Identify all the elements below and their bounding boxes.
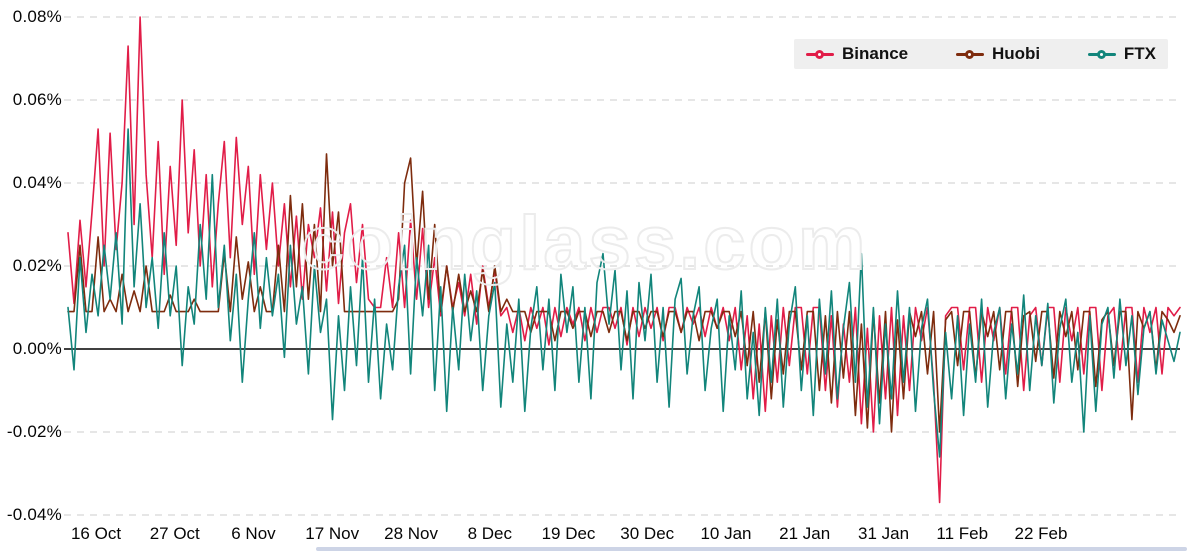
x-tick-label: 19 Dec [541,524,596,543]
y-tick-label: 0.06% [12,90,62,109]
x-tick-label: 10 Jan [700,524,752,543]
x-tick-label: 28 Nov [384,524,438,543]
legend-label: Binance [842,44,909,63]
horizontal-scrollbar-thumb[interactable] [316,547,1187,551]
y-tick-label: 0.08% [12,7,62,26]
x-tick-label: 27 Oct [149,524,200,543]
x-tick-label: 6 Nov [231,524,276,543]
x-tick-label: 8 Dec [467,524,512,543]
x-tick-label: 21 Jan [779,524,831,543]
legend: Binance Huobi FTX [794,39,1168,69]
legend-line-dot-icon [955,49,984,59]
y-tick-label: 0.00% [12,339,62,358]
y-tick-label: 0.02% [12,256,62,275]
legend-label: FTX [1123,44,1156,63]
legend-item-ftx[interactable]: FTX [1087,44,1156,64]
legend-line-dot-icon [806,49,834,59]
y-tick-label: 0.04% [12,173,62,192]
x-tick-label: 16 Oct [70,524,122,543]
series-line-ftx [67,128,1181,458]
legend-line-dot-icon [1087,49,1116,59]
legend-item-huobi[interactable]: Huobi [955,44,1041,64]
legend-label: Huobi [991,44,1041,63]
legend-item-binance[interactable]: Binance [806,44,908,64]
x-tick-label: 31 Jan [858,524,910,543]
x-tick-label: 11 Feb [936,524,989,543]
x-tick-label: 30 Dec [620,524,675,543]
x-tick-label: 22 Feb [1014,524,1068,543]
y-tick-label: -0.02% [6,422,62,441]
x-tick-label: 17 Nov [305,524,360,543]
y-tick-label: -0.04% [6,505,62,524]
